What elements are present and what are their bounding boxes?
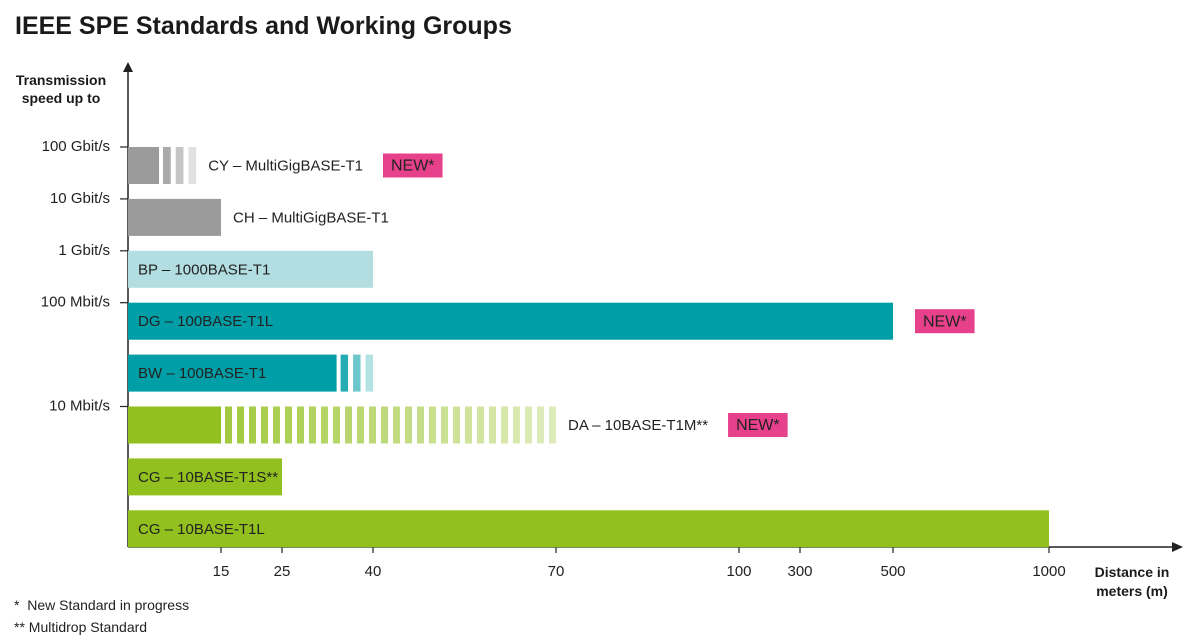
- planned-stripe: [365, 354, 373, 392]
- planned-stripe: [297, 406, 304, 444]
- bar: [128, 250, 373, 288]
- planned-stripe: [163, 147, 171, 184]
- x-tick-label: 500: [880, 563, 905, 580]
- y-tick-label: 1 Gbit/s: [58, 242, 110, 259]
- planned-stripe: [369, 406, 376, 444]
- new-badge: [382, 153, 443, 178]
- planned-stripe: [225, 406, 232, 444]
- x-axis-arrow: [1172, 542, 1183, 552]
- planned-stripe: [501, 406, 508, 444]
- new-badge-label: NEW*: [391, 158, 435, 175]
- y-axis-title: Transmission speed up to: [15, 72, 107, 106]
- planned-stripe: [549, 406, 556, 444]
- planned-stripe: [489, 406, 496, 444]
- x-tick-label: 70: [548, 563, 565, 580]
- planned-stripe: [537, 406, 544, 444]
- planned-stripe: [453, 406, 460, 444]
- x-tick-label: 40: [365, 563, 382, 580]
- planned-stripe: [273, 406, 280, 444]
- bar-label: DA – 10BASE-T1M**: [568, 417, 708, 434]
- x-axis-title: Distance in meters (m): [1094, 564, 1170, 599]
- planned-stripe: [513, 406, 520, 444]
- bar-label: CY – MultiGigBASE-T1: [208, 157, 363, 174]
- planned-extension: [163, 147, 197, 184]
- bar: [128, 302, 893, 340]
- footnote: * New Standard in progress: [14, 597, 190, 613]
- y-tick-label: 100 Mbit/s: [41, 294, 110, 311]
- y-tick-label: 10 Mbit/s: [49, 397, 110, 414]
- bar: [128, 198, 221, 236]
- bar: [128, 458, 282, 496]
- x-tick-label: 25: [274, 563, 291, 580]
- planned-stripe: [261, 406, 268, 444]
- x-tick-label: 300: [787, 563, 812, 580]
- new-badge: [915, 309, 975, 334]
- planned-stripe: [465, 406, 472, 444]
- new-badge: [728, 413, 788, 437]
- footnote: ** Multidrop Standard: [14, 619, 148, 635]
- bar-label: CG – 10BASE-T1L: [138, 521, 265, 538]
- planned-stripe: [237, 406, 244, 444]
- y-tick-label: 10 Gbit/s: [50, 190, 110, 207]
- new-badge-label: NEW*: [736, 417, 780, 434]
- bar-label: CG – 10BASE-T1S**: [138, 469, 278, 486]
- x-tick-label: 100: [726, 563, 751, 580]
- planned-stripe: [285, 406, 292, 444]
- bar: [128, 406, 221, 444]
- bar-label: BP – 1000BASE-T1: [138, 261, 270, 278]
- bar-label: DG – 100BASE-T1L: [138, 313, 273, 330]
- planned-stripe: [393, 406, 400, 444]
- x-tick-label: 15: [213, 563, 230, 580]
- planned-stripe: [405, 406, 412, 444]
- x-tick-label: 1000: [1032, 563, 1065, 580]
- planned-stripe: [441, 406, 448, 444]
- planned-stripe: [353, 354, 361, 392]
- planned-extension: [225, 406, 556, 444]
- planned-stripe: [249, 406, 256, 444]
- planned-stripe: [175, 147, 184, 184]
- chart-title: IEEE SPE Standards and Working Groups: [15, 12, 512, 40]
- new-badge-label: NEW*: [923, 313, 967, 330]
- planned-stripe: [333, 406, 340, 444]
- bar: [128, 354, 337, 392]
- planned-stripe: [357, 406, 364, 444]
- planned-stripe: [340, 354, 349, 392]
- bar-label: BW – 100BASE-T1: [138, 365, 266, 382]
- planned-stripe: [188, 147, 197, 184]
- bar-label: CH – MultiGigBASE-T1: [233, 209, 389, 226]
- planned-stripe: [417, 406, 424, 444]
- bar: [128, 147, 159, 184]
- planned-stripe: [477, 406, 484, 444]
- bar: [128, 510, 1049, 548]
- y-tick-label: 100 Gbit/s: [42, 138, 110, 155]
- planned-stripe: [345, 406, 352, 444]
- planned-stripe: [429, 406, 436, 444]
- planned-stripe: [381, 406, 388, 444]
- y-axis-arrow: [123, 62, 133, 72]
- planned-extension: [340, 354, 373, 392]
- planned-stripe: [309, 406, 316, 444]
- planned-stripe: [321, 406, 328, 444]
- planned-stripe: [525, 406, 532, 444]
